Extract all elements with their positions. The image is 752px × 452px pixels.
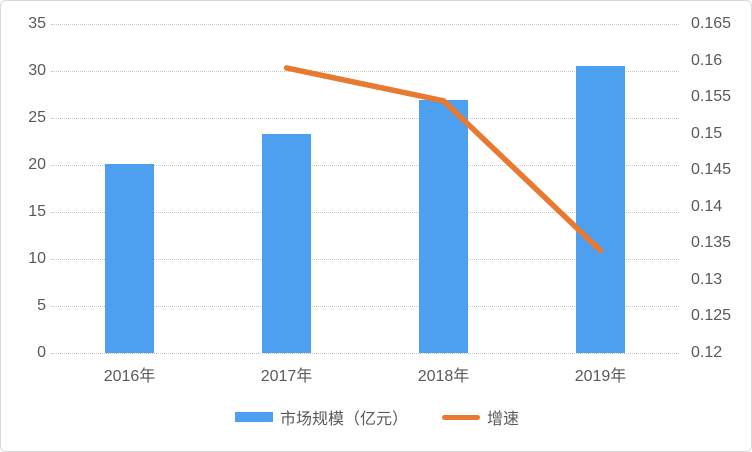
right-axis-tick: 0.145: [691, 161, 732, 179]
legend-label: 增速: [487, 411, 520, 428]
right-axis-tick: 0.165: [691, 15, 732, 32]
right-axis-tick: 0.155: [691, 88, 732, 106]
legend: 市场规模（亿元） 增速: [1, 405, 751, 429]
left-axis-tick: 0: [37, 344, 46, 361]
left-axis-tick: 5: [37, 297, 46, 314]
legend-item: 增速: [442, 405, 519, 429]
bar-2019年: [576, 66, 625, 353]
right-axis-tick: 0.16: [691, 51, 723, 69]
x-axis-label: 2019年: [574, 368, 627, 385]
gridline: [51, 24, 679, 25]
gridline: [51, 353, 679, 354]
left-axis-tick: 15: [28, 203, 46, 220]
legend-item: 市场规模（亿元）: [234, 405, 408, 429]
x-axis-label: 2018年: [417, 368, 470, 385]
x-axis-label: 2017年: [260, 368, 313, 385]
left-axis-tick: 20: [28, 156, 46, 173]
left-axis-tick: 25: [28, 109, 46, 126]
left-axis-tick: 35: [28, 15, 46, 32]
gridline: [51, 306, 679, 307]
gridline: [51, 259, 679, 260]
right-axis-tick: 0.15: [691, 124, 723, 142]
bar-2018年: [419, 100, 468, 353]
x-axis-label: 2016年: [103, 368, 156, 385]
legend-label: 市场规模（亿元）: [279, 411, 408, 428]
legend-swatch-line: [442, 414, 480, 420]
legend-swatch-bar: [234, 412, 273, 422]
bar-2016年: [105, 164, 154, 353]
left-axis-tick: 10: [28, 250, 46, 267]
right-axis-tick: 0.12: [691, 344, 723, 361]
left-axis-tick: 30: [28, 62, 46, 79]
right-axis-tick: 0.125: [691, 307, 732, 325]
right-axis-tick: 0.14: [691, 197, 723, 215]
bar-2017年: [262, 133, 311, 353]
right-axis-tick: 0.13: [691, 270, 723, 288]
right-axis-tick: 0.135: [691, 234, 732, 252]
